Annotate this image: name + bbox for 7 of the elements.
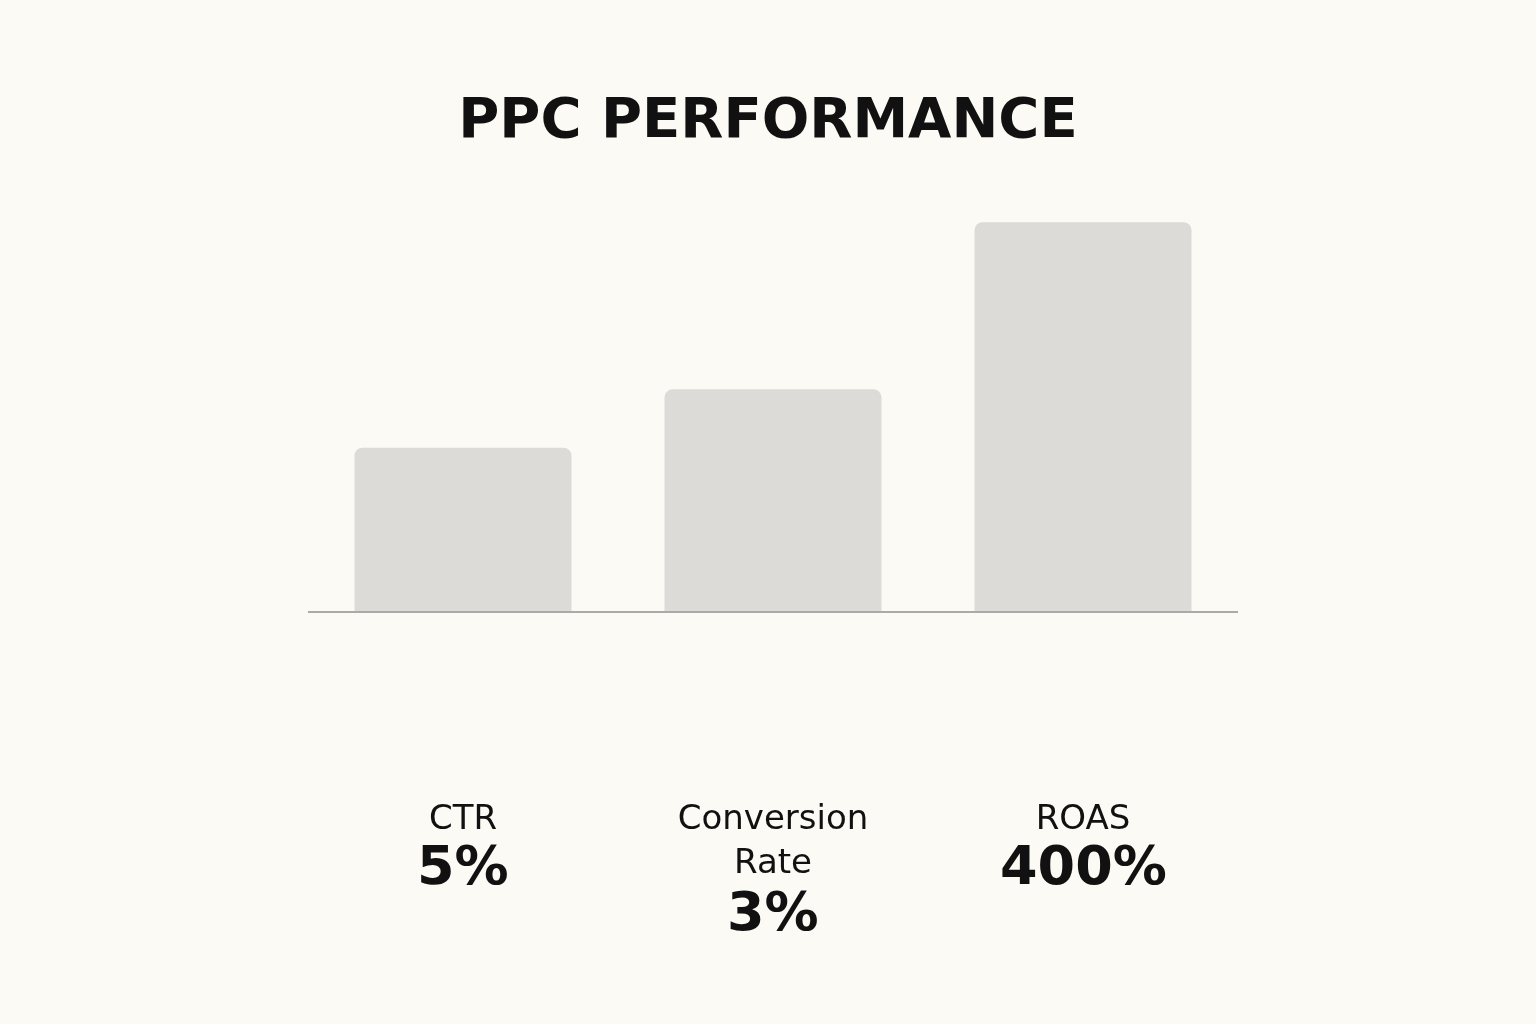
x-tick-label: ROAS	[1035, 796, 1131, 837]
x-tick-label: Conversion Rate	[677, 796, 869, 881]
text: 3%	[727, 880, 819, 943]
x-tick-label: CTR	[428, 796, 498, 837]
chart-title: PPC PERFORMANCE	[458, 85, 1078, 151]
text: 5%	[417, 834, 509, 897]
text: 400%	[1000, 834, 1167, 897]
